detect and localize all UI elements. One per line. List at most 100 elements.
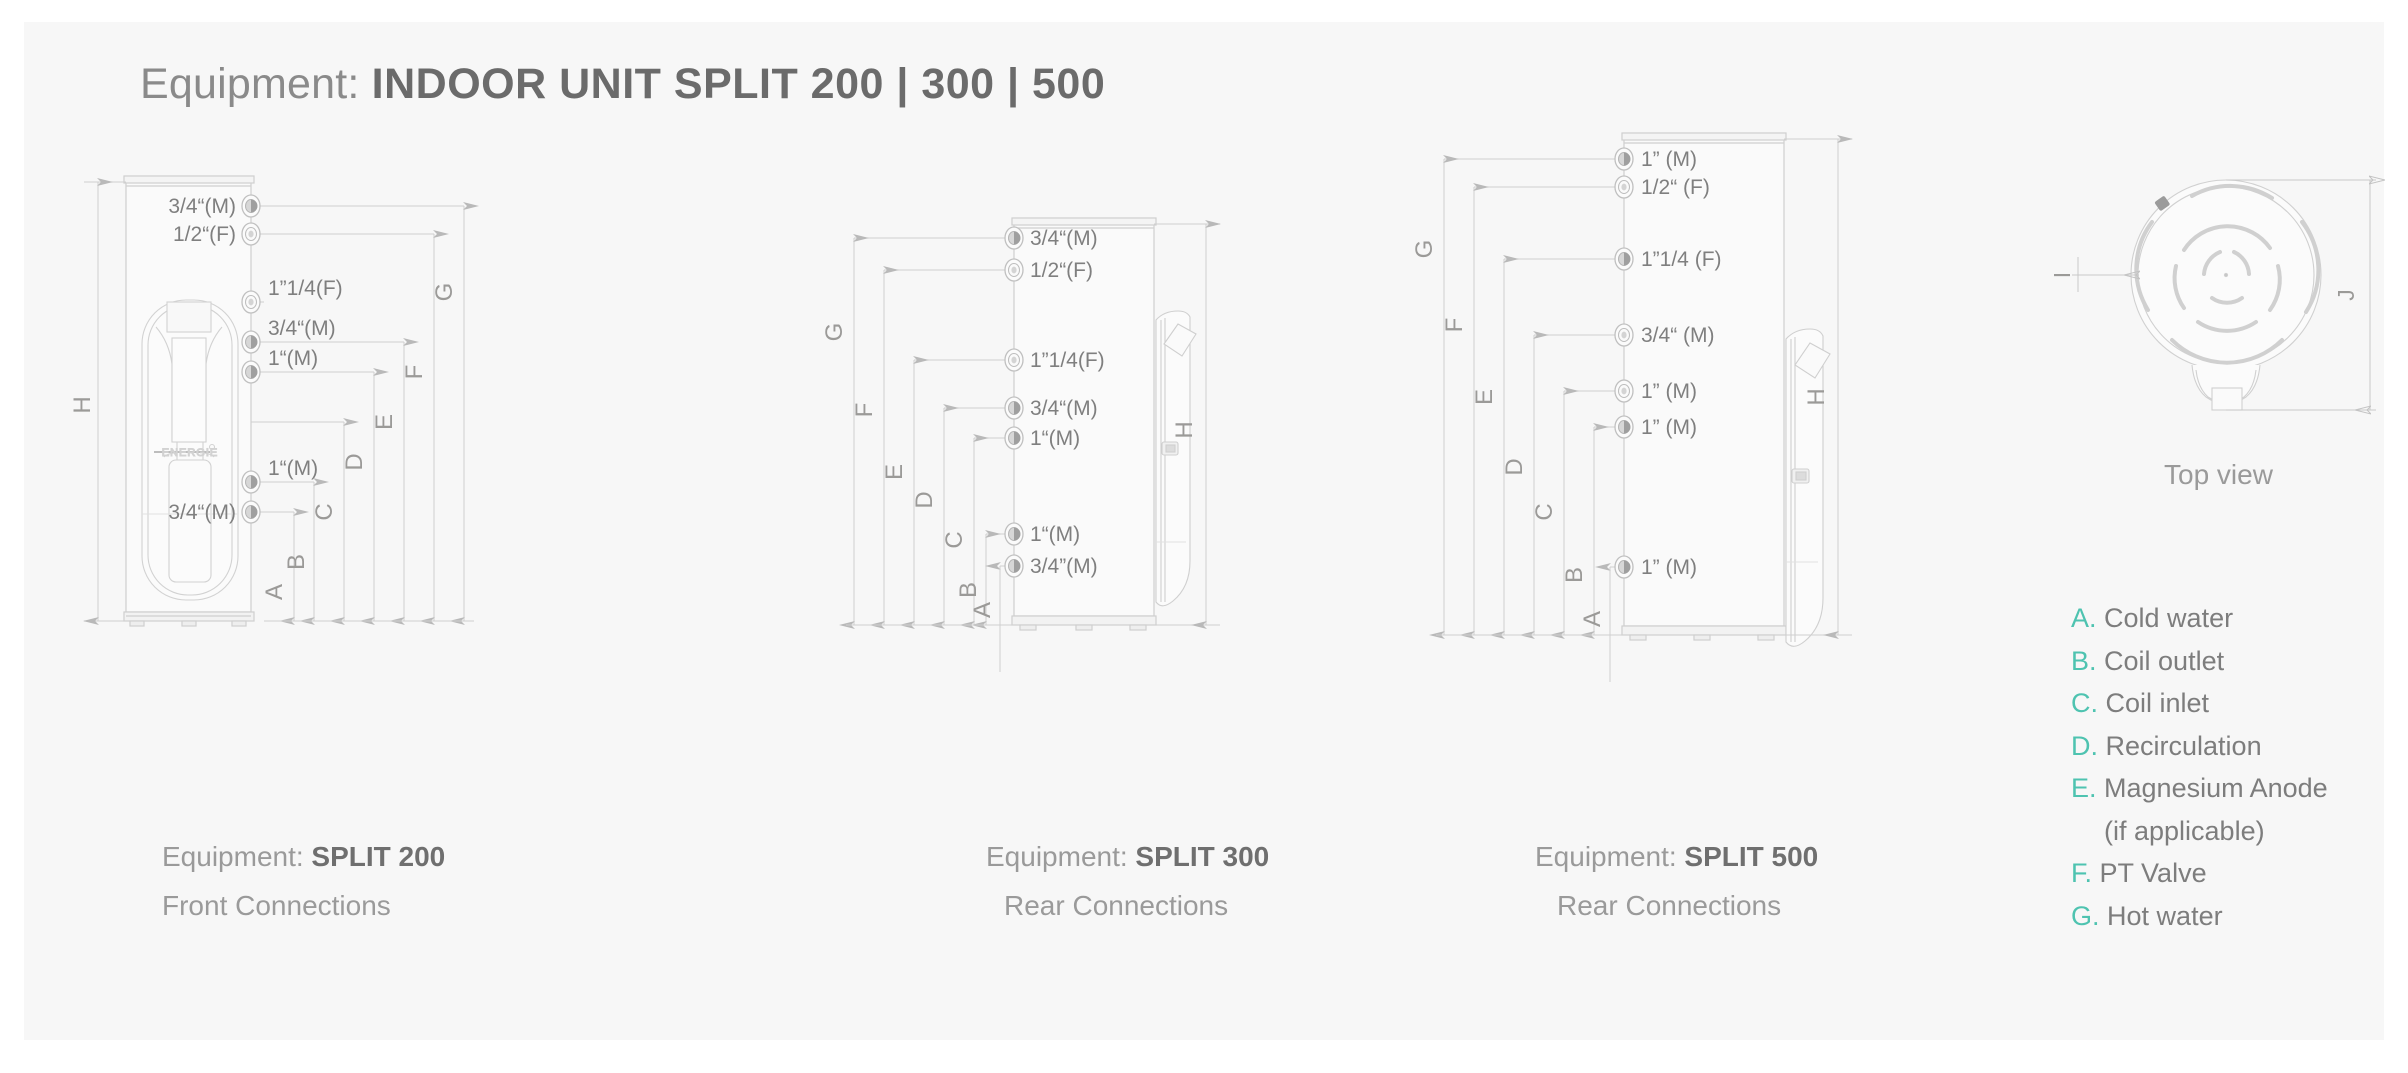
dimension-letter: C [941, 531, 968, 548]
port-label: 1/2“ (F) [1641, 176, 1710, 199]
dimension-letter: G [1411, 240, 1438, 259]
legend-item-d: D. Recirculation [2071, 725, 2328, 768]
legend-letter: C. [2071, 688, 2098, 718]
heatpump-side-300 [1155, 310, 1197, 607]
port-label: 1“(M) [1030, 427, 1080, 450]
caption-prefix: Equipment: [162, 841, 312, 872]
port-label: 3/4“(M) [268, 317, 336, 340]
port-label: 1” (M) [1641, 416, 1697, 439]
dimension-letter: E [371, 414, 398, 430]
port-label: 1” (M) [1641, 148, 1697, 171]
dimension-stack-500 [1429, 155, 1634, 682]
port-labels-300: 3/4“(M) 1/2“(F) 1”1/4(F) 3/4“(M) 1“(M) 1… [1030, 227, 1105, 578]
caption-prefix: Equipment: [986, 841, 1136, 872]
diagram-split-200: ENERGIE [64, 142, 704, 832]
port-label: 1“(M) [1030, 523, 1080, 546]
port-label: 1“(M) [268, 347, 318, 370]
legend-item-f: F. PT Valve [2071, 852, 2328, 895]
heatpump-side-500 [1785, 328, 1831, 647]
port-label: 1”1/4 (F) [1641, 248, 1722, 271]
port-label: 1” (M) [1641, 556, 1697, 579]
diagram-panel: Equipment: INDOOR UNIT SPLIT 200 | 300 |… [24, 22, 2384, 1040]
dimension-letter: D [1501, 458, 1528, 475]
port-labels-500: 1” (M) 1/2“ (F) 1”1/4 (F) 3/4“ (M) 1” (M… [1641, 148, 1722, 579]
page-title-prefix: Equipment: [140, 60, 372, 108]
port-label: 3/4“(M) [1030, 227, 1098, 250]
legend-letter: D. [2071, 730, 2098, 761]
dimension-letter: I [2049, 272, 2075, 278]
legend-text: PT Valve [2099, 858, 2207, 888]
port-label: 3/4“ (M) [1641, 324, 1715, 347]
legend-item-c: C. Coil inlet [2071, 682, 2328, 725]
diagram-top-view: I J [2044, 162, 2404, 462]
dimension-letter: E [1471, 389, 1498, 405]
port-label: 1/2“(F) [1030, 259, 1093, 282]
leader-lines-300 [854, 237, 1014, 567]
tank-outline-300 [1011, 217, 1157, 631]
page-title: Equipment: INDOOR UNIT SPLIT 200 | 300 |… [140, 60, 1105, 109]
legend-item-a: A. Cold water [2071, 597, 2328, 640]
diagram-split-500: 1” (M) 1/2“ (F) 1”1/4 (F) 3/4“ (M) 1” (M… [1344, 107, 2024, 837]
dimension-J-topview [2226, 180, 2376, 410]
dimension-letter: H [69, 396, 96, 413]
dimension-letters-500: G F E D C B A [1411, 240, 1606, 627]
legend-letter: E. [2071, 773, 2097, 803]
port-labels-200: 3/4“(M) 1/2“(F) 1”1/4(F) 3/4“(M) 1“(M) 1… [168, 195, 342, 524]
legend-item-b: B. Coil outlet [2071, 640, 2328, 683]
port-label: 1/2“(F) [173, 223, 236, 246]
page-title-model: INDOOR UNIT SPLIT 200 | 300 | 500 [371, 60, 1106, 108]
legend-text: Magnesium Anode [2104, 773, 2328, 803]
dimension-letter: G [821, 323, 848, 342]
dimension-letter: A [969, 602, 996, 618]
port-label: 1”1/4(F) [268, 277, 343, 300]
caption-view: Rear Connections [1557, 890, 1782, 921]
legend-letter: F. [2071, 858, 2093, 888]
caption-split-300: Equipment: SPLIT 300 Rear Connections [986, 832, 1269, 930]
dimension-letter: E [881, 464, 908, 480]
dimension-letter: F [851, 403, 878, 418]
tank-outline-500 [1621, 132, 1787, 641]
caption-model: SPLIT 200 [311, 841, 446, 872]
dimension-letters-300: G F E D C B A [821, 323, 996, 618]
caption-split-500: Equipment: SPLIT 500 Rear Connections [1535, 832, 1818, 930]
dimension-I-topview [2072, 257, 2139, 292]
legend-letter: G. [2071, 900, 2100, 931]
legend-letter: A. [2071, 603, 2097, 633]
dimension-stack-200 [251, 202, 479, 625]
dimension-H-200 [83, 178, 126, 625]
legend-text: Coil inlet [2105, 688, 2210, 718]
port-label: 1“(M) [268, 457, 318, 480]
legend-text: Recirculation [2105, 730, 2262, 761]
dimension-letter: J [2333, 289, 2359, 301]
dimension-letter: F [401, 365, 428, 380]
svg-text:ENERGIE: ENERGIE [162, 447, 219, 459]
port-label: 1” (M) [1641, 380, 1697, 403]
port-label: 3/4“(M) [168, 501, 236, 524]
caption-prefix: Equipment: [1535, 841, 1685, 872]
dimension-letter: A [261, 584, 288, 600]
dimension-stack-300 [839, 234, 1024, 672]
caption-model: SPLIT 500 [1684, 841, 1819, 872]
dimension-letter: H [1171, 421, 1198, 438]
dimension-letter: D [341, 453, 368, 470]
dimension-letter: B [1561, 567, 1588, 583]
dimension-letter: B [283, 554, 310, 570]
legend-text: Coil outlet [2104, 645, 2225, 676]
heatpump-silhouette-200: ENERGIE [141, 299, 239, 601]
port-label: 1”1/4(F) [1030, 349, 1105, 372]
dimension-letters-200: G F E D C B A [261, 283, 458, 600]
dimension-H-300 [1154, 220, 1221, 629]
legend-text: Hot water [2107, 900, 2223, 931]
legend-item-e: E. Magnesium Anode [2071, 767, 2328, 810]
legend-text: Cold water [2104, 603, 2234, 633]
dimension-letter: A [1579, 611, 1606, 627]
caption-split-200: Equipment: SPLIT 200 Front Connections [162, 832, 445, 930]
dimension-letter: G [431, 283, 458, 302]
caption-view: Rear Connections [1004, 890, 1229, 921]
dimension-letter: B [955, 582, 982, 598]
port-label: 3/4”(M) [1030, 555, 1098, 578]
legend: A. Cold water B. Coil outlet C. Coil inl… [2071, 597, 2328, 937]
caption-view: Front Connections [162, 890, 391, 921]
legend-item-g: G. Hot water [2071, 895, 2328, 938]
topview-unit [2130, 179, 2322, 411]
